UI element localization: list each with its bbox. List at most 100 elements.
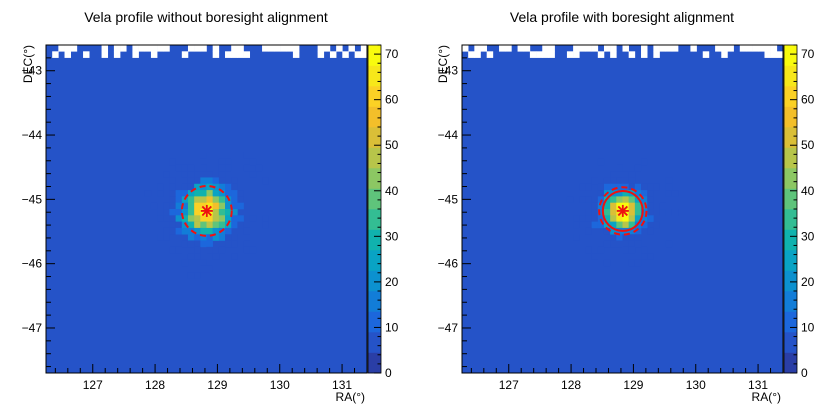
heatmap-cell	[187, 190, 195, 197]
heatmap-cell	[603, 240, 611, 248]
heatmap-cell	[237, 196, 244, 203]
heatmap-cell	[225, 209, 232, 216]
heatmap-cell	[237, 202, 244, 210]
heatmap-cell	[641, 253, 648, 260]
heatmap-cell	[187, 183, 195, 191]
x-tick-label: 128	[145, 378, 165, 392]
heatmap-cell	[603, 215, 611, 222]
heatmap-cell	[212, 221, 220, 229]
empty-cell	[157, 45, 164, 52]
heatmap-cell	[237, 215, 244, 222]
colorbar-segment	[368, 332, 381, 353]
heatmap-cell	[200, 240, 207, 248]
left-x-axis-label: RA(°)	[336, 390, 365, 404]
heatmap-cell	[212, 227, 220, 235]
solid-circle	[601, 189, 644, 232]
heatmap-cell	[187, 164, 195, 172]
empty-cell	[336, 45, 343, 52]
heatmap-cell	[628, 227, 636, 235]
heatmap-cell	[628, 215, 636, 222]
colorbar-segment	[784, 332, 797, 353]
heatmap-cell	[206, 234, 213, 241]
heatmap-cell	[634, 227, 642, 235]
heatmap-cell	[597, 202, 605, 210]
colorbar-segment	[784, 250, 797, 271]
heatmap-cell	[262, 215, 269, 222]
empty-cell	[573, 51, 580, 58]
heatmap-cell	[169, 196, 176, 203]
heatmap-cell	[579, 183, 586, 191]
empty-cell	[610, 45, 617, 52]
heatmap-cell	[628, 240, 636, 248]
heatmap-cell	[187, 215, 195, 222]
heatmap-cell	[616, 209, 623, 216]
heatmap-cell	[634, 259, 642, 267]
heatmap-cell	[603, 202, 611, 210]
empty-cell	[505, 45, 512, 52]
heatmap-cell	[200, 190, 207, 197]
empty-cell	[292, 45, 300, 52]
heatmap-cell	[591, 221, 599, 229]
empty-cell	[480, 45, 487, 52]
colorbar-segment	[368, 65, 381, 87]
heatmap-cell	[622, 196, 629, 203]
heatmap-cell	[194, 183, 201, 191]
right-colorbar-ticks: 0 10 20 30 40 50 60 70	[801, 47, 815, 380]
heatmap-cell	[603, 183, 611, 191]
colorbar-segment	[368, 188, 381, 210]
heatmap-cell	[157, 234, 164, 241]
heatmap-cell	[665, 177, 673, 185]
colorbar-segment	[368, 270, 381, 292]
heatmap-cell	[187, 221, 195, 229]
empty-cell	[548, 51, 555, 58]
heatmap-cell	[610, 240, 617, 248]
heatmap-cell	[157, 183, 164, 191]
empty-cell	[144, 45, 152, 52]
heatmap-cell	[628, 171, 636, 178]
heatmap-cell	[218, 215, 226, 222]
heatmap-cell	[218, 171, 226, 178]
empty-cell	[548, 45, 555, 52]
empty-cell	[745, 45, 753, 52]
heatmap-cell	[218, 196, 226, 203]
empty-cell	[120, 45, 127, 52]
heatmap-cell	[206, 227, 213, 235]
heatmap-cell	[610, 209, 617, 216]
source-marker	[200, 204, 213, 217]
heatmap-cell	[249, 171, 257, 178]
heatmap-cell	[616, 196, 623, 203]
heatmap-cell	[231, 209, 238, 216]
y-tick-label: −47	[22, 321, 43, 335]
empty-cell	[113, 51, 121, 58]
empty-cell	[764, 45, 771, 52]
empty-cell	[542, 51, 549, 58]
colorbar-tick-label: 50	[801, 138, 815, 152]
heatmap-cell	[641, 196, 648, 203]
colorbar-segment	[784, 291, 797, 312]
heatmap-cell	[603, 227, 611, 235]
colorbar-segment	[784, 352, 797, 374]
heatmap-cell	[647, 215, 654, 222]
heatmap-cell	[175, 215, 183, 222]
empty-cell	[517, 45, 525, 52]
heatmap-cell	[169, 221, 176, 229]
colorbar-segment	[784, 65, 797, 87]
heatmap-cell	[255, 164, 263, 172]
dashed-circle	[598, 186, 648, 236]
heatmap-cell	[175, 164, 183, 172]
heatmap-cell	[181, 196, 189, 203]
heatmap-cell	[200, 227, 207, 235]
heatmap-cell	[634, 240, 642, 248]
colorbar-segment	[368, 311, 381, 333]
colorbar-tick-label: 30	[385, 229, 399, 243]
empty-cell	[150, 45, 158, 52]
heatmap-cell	[206, 171, 213, 178]
heatmap-cell	[634, 183, 642, 191]
heatmap-cell	[194, 209, 201, 216]
empty-cell	[653, 51, 660, 58]
heatmap-cell	[175, 190, 183, 197]
right-axes	[461, 44, 784, 374]
y-tick-label: −44	[438, 128, 459, 142]
heatmap-cell	[641, 202, 648, 210]
left-chart-title: Vela profile without boresight alignment	[84, 9, 328, 25]
